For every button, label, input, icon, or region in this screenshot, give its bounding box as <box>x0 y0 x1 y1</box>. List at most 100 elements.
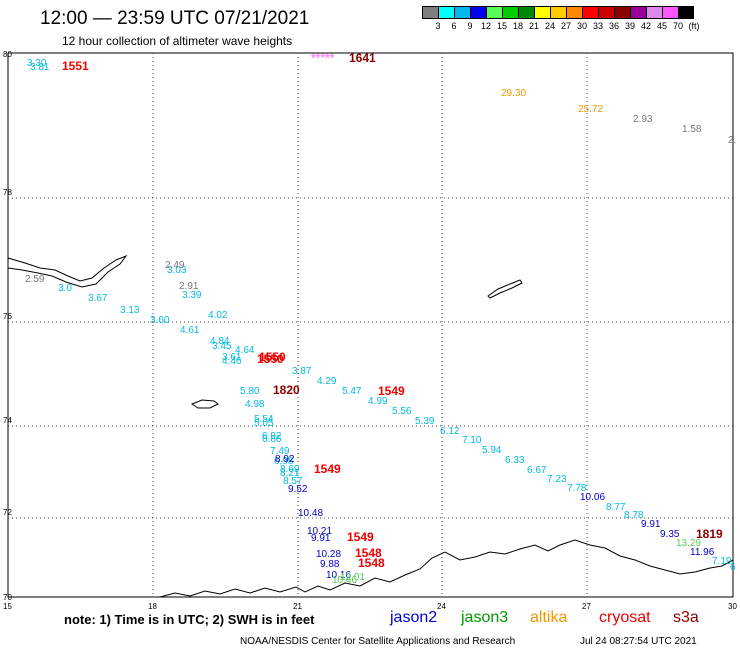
wave-height-point: 5.56 <box>392 406 412 417</box>
wave-height-point: 4.02 <box>208 310 228 321</box>
color-scale-bar <box>422 6 694 19</box>
color-scale-label: 24 <box>544 21 555 31</box>
color-swatch <box>486 6 502 19</box>
wave-height-point: 7.19 <box>712 556 732 567</box>
pass-time-label: 1820 <box>273 383 300 397</box>
color-swatch <box>518 6 534 19</box>
wave-height-point: 25.72 <box>578 104 603 115</box>
wave-height-point: 4.99 <box>368 396 388 407</box>
color-scale-label: 21 <box>528 21 539 31</box>
pass-time-label: 1549 <box>378 384 405 398</box>
map-subtitle: 12 hour collection of altimeter wave hei… <box>62 34 293 48</box>
latitude-label: 74 <box>3 416 12 425</box>
wave-height-point: 6 <box>730 562 736 573</box>
pass-time-label: 1549 <box>314 462 341 476</box>
legend-jason3: jason3 <box>461 609 509 626</box>
wave-height-point: 12.01 <box>340 572 365 583</box>
wave-height-point: 3.81 <box>30 62 50 73</box>
color-swatch <box>454 6 470 19</box>
color-scale-label: 30 <box>576 21 587 31</box>
wave-height-point: 8.57 <box>283 476 303 487</box>
pass-time-label: 1819 <box>696 527 723 541</box>
color-swatch <box>438 6 454 19</box>
bear-island-coastline <box>190 399 219 409</box>
wave-height-point: 6.86 <box>262 434 282 445</box>
color-scale-label: 39 <box>624 21 635 31</box>
color-scale-label: 42 <box>640 21 651 31</box>
color-scale-label: 18 <box>512 21 523 31</box>
wave-height-point: 8.92 <box>275 454 295 465</box>
wave-height-point: 6.92 <box>262 431 282 442</box>
legend-s3a: s3a <box>673 609 699 626</box>
color-scale-labels: 3 6 9 12 15 18 21 24 27 30 33 36 39 42 45 70 (ft) <box>422 21 740 33</box>
svalbard-coastline <box>7 254 128 288</box>
wave-height-point: 3.03 <box>167 265 187 276</box>
wave-height-point: 9.91 <box>641 519 661 530</box>
wave-height-point: 10.06 <box>580 492 605 503</box>
wave-height-point: 3.0 <box>58 283 72 294</box>
color-scale-label: 9 <box>467 21 473 31</box>
color-scale-label: 36 <box>608 21 619 31</box>
wave-height-point: 7.49 <box>270 446 290 457</box>
color-scale-label: 33 <box>592 21 603 31</box>
color-scale-label: 70 <box>672 21 683 31</box>
wave-height-point: 5.47 <box>342 386 362 397</box>
color-swatch <box>534 6 550 19</box>
wave-height-point: 3.60 <box>150 315 170 326</box>
generated-timestamp: Jul 24 08:27:54 UTC 2021 <box>580 636 697 647</box>
wave-height-point: 3.87 <box>292 366 312 377</box>
color-scale-label: 12 <box>480 21 491 31</box>
wave-height-point: 10.21 <box>307 526 332 537</box>
color-swatch <box>678 6 694 19</box>
wave-height-point: 4.98 <box>245 399 265 410</box>
wave-height-point: 2. <box>728 135 736 146</box>
wave-height-point: 5.54 <box>254 414 274 425</box>
wave-height-point: 4.84 <box>210 336 230 347</box>
color-swatch <box>582 6 598 19</box>
wave-height-point: 2.93 <box>633 114 653 125</box>
pass-time-label: 1548 <box>355 546 382 560</box>
longitude-label: 15 <box>3 602 12 611</box>
wave-height-point: 8.21 <box>280 468 300 479</box>
color-swatch <box>614 6 630 19</box>
wave-height-point: 10.48 <box>298 508 323 519</box>
pass-time-label: 1550 <box>259 350 286 364</box>
wave-height-point: 5.94 <box>482 445 502 456</box>
wave-height-point: 6.12 <box>440 426 460 437</box>
wave-height-point: 9.52 <box>288 484 308 495</box>
color-swatch <box>630 6 646 19</box>
wave-height-point: 8.69 <box>280 464 300 475</box>
color-scale-label: (ft) <box>688 21 700 31</box>
wave-height-point: 3.45 <box>212 341 232 352</box>
wave-height-point: 9.88 <box>320 559 340 570</box>
wave-height-point: 10.28 <box>316 549 341 560</box>
color-scale-label: 15 <box>496 21 507 31</box>
wave-height-point: 13.29 <box>676 538 701 549</box>
wave-height-point: 4.64 <box>235 345 255 356</box>
color-swatch <box>646 6 662 19</box>
pass-time-label: 1550 <box>257 352 284 366</box>
pass-time-label: ***** <box>311 51 335 65</box>
longitude-label: 18 <box>148 602 157 611</box>
wave-height-point: 2.49 <box>165 260 185 271</box>
wave-height-point: 7.10 <box>462 435 482 446</box>
color-swatch <box>470 6 486 19</box>
wave-height-point: 8.78 <box>624 510 644 521</box>
pass-time-label: 1549 <box>347 530 374 544</box>
wave-height-point: 7.23 <box>547 474 567 485</box>
norway-coastline <box>159 539 734 598</box>
wave-height-point: 5.80 <box>240 386 260 397</box>
wave-height-point: 6.33 <box>505 455 525 466</box>
wave-height-point: 4.29 <box>317 376 337 387</box>
wave-height-point: 3.39 <box>182 290 202 301</box>
wave-height-point: 10.46 <box>332 575 357 586</box>
wave-height-point: 1.58 <box>682 124 702 135</box>
wave-height-point: 3.67 <box>88 293 108 304</box>
wave-height-point: 9.91 <box>311 533 331 544</box>
color-swatch <box>598 6 614 19</box>
legend-jason2: jason2 <box>390 609 438 626</box>
latitude-label: 78 <box>3 188 12 197</box>
wave-height-point: 3.13 <box>120 305 140 316</box>
wave-height-point: 2.59 <box>25 274 45 285</box>
